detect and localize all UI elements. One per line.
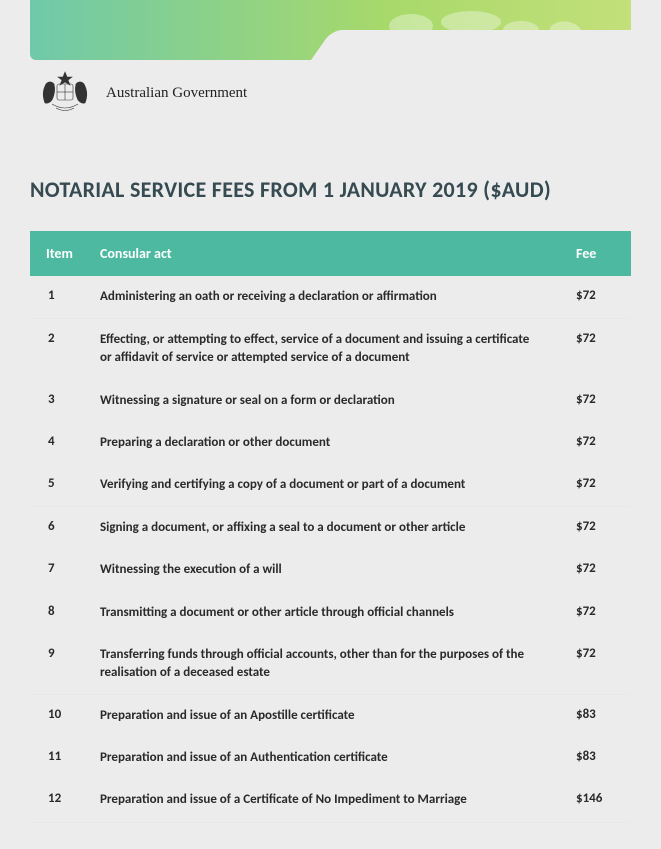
- cell-fee: $72: [566, 507, 631, 550]
- cell-fee: $83: [566, 695, 631, 738]
- cell-desc: Preparation and issue of a Certificate o…: [90, 779, 566, 822]
- cell-fee: $72: [566, 276, 631, 319]
- cell-desc: Effecting, or attempting to effect, serv…: [90, 319, 566, 380]
- cell-fee: $72: [566, 634, 631, 695]
- cell-item: 8: [30, 592, 90, 634]
- cell-fee: $72: [566, 380, 631, 422]
- coat-of-arms-icon: [38, 70, 92, 116]
- table-row: 11Preparation and issue of an Authentica…: [30, 737, 631, 779]
- cell-desc: Signing a document, or affixing a seal t…: [90, 507, 566, 550]
- table-row: 12Preparation and issue of a Certificate…: [30, 779, 631, 822]
- cell-item: 4: [30, 422, 90, 464]
- cell-item: 10: [30, 695, 90, 738]
- table-row: 7Witnessing the execution of a will$72: [30, 549, 631, 591]
- gov-header: Australian Government: [38, 70, 631, 116]
- cell-desc: Preparation and issue of an Authenticati…: [90, 737, 566, 779]
- cell-fee: $72: [566, 422, 631, 464]
- cell-item: 2: [30, 319, 90, 380]
- cell-fee: $83: [566, 737, 631, 779]
- cell-item: 3: [30, 380, 90, 422]
- cell-fee: $72: [566, 549, 631, 591]
- table-row: 4Preparing a declaration or other docume…: [30, 422, 631, 464]
- cell-desc: Preparing a declaration or other documen…: [90, 422, 566, 464]
- cell-fee: $146: [566, 779, 631, 822]
- cell-item: 9: [30, 634, 90, 695]
- col-header-act: Consular act: [90, 231, 566, 276]
- cell-item: 12: [30, 779, 90, 822]
- table-row: 5Verifying and certifying a copy of a do…: [30, 464, 631, 507]
- table-row: 8Transmitting a document or other articl…: [30, 592, 631, 634]
- table-header-row: Item Consular act Fee: [30, 231, 631, 276]
- cell-desc: Administering an oath or receiving a dec…: [90, 276, 566, 319]
- cell-desc: Transferring funds through official acco…: [90, 634, 566, 695]
- cell-item: 11: [30, 737, 90, 779]
- cell-desc: Witnessing a signature or seal on a form…: [90, 380, 566, 422]
- table-row: 9Transferring funds through official acc…: [30, 634, 631, 695]
- cell-item: 6: [30, 507, 90, 550]
- cell-fee: $72: [566, 592, 631, 634]
- page-title: NOTARIAL SERVICE FEES FROM 1 JANUARY 201…: [30, 176, 631, 203]
- cell-desc: Witnessing the execution of a will: [90, 549, 566, 591]
- cell-fee: $72: [566, 319, 631, 380]
- col-header-item: Item: [30, 231, 90, 276]
- org-name: Australian Government: [106, 85, 247, 102]
- cell-fee: $72: [566, 464, 631, 507]
- cell-desc: Verifying and certifying a copy of a doc…: [90, 464, 566, 507]
- table-row: 10Preparation and issue of an Apostille …: [30, 695, 631, 738]
- table-row: 2Effecting, or attempting to effect, ser…: [30, 319, 631, 380]
- cell-item: 5: [30, 464, 90, 507]
- fees-table: Item Consular act Fee 1Administering an …: [30, 231, 631, 823]
- cell-desc: Transmitting a document or other article…: [90, 592, 566, 634]
- cell-item: 7: [30, 549, 90, 591]
- table-row: 1Administering an oath or receiving a de…: [30, 276, 631, 319]
- cell-item: 1: [30, 276, 90, 319]
- table-row: 3Witnessing a signature or seal on a for…: [30, 380, 631, 422]
- col-header-fee: Fee: [566, 231, 631, 276]
- header-banner: [30, 0, 631, 60]
- cell-desc: Preparation and issue of an Apostille ce…: [90, 695, 566, 738]
- table-row: 6Signing a document, or affixing a seal …: [30, 507, 631, 550]
